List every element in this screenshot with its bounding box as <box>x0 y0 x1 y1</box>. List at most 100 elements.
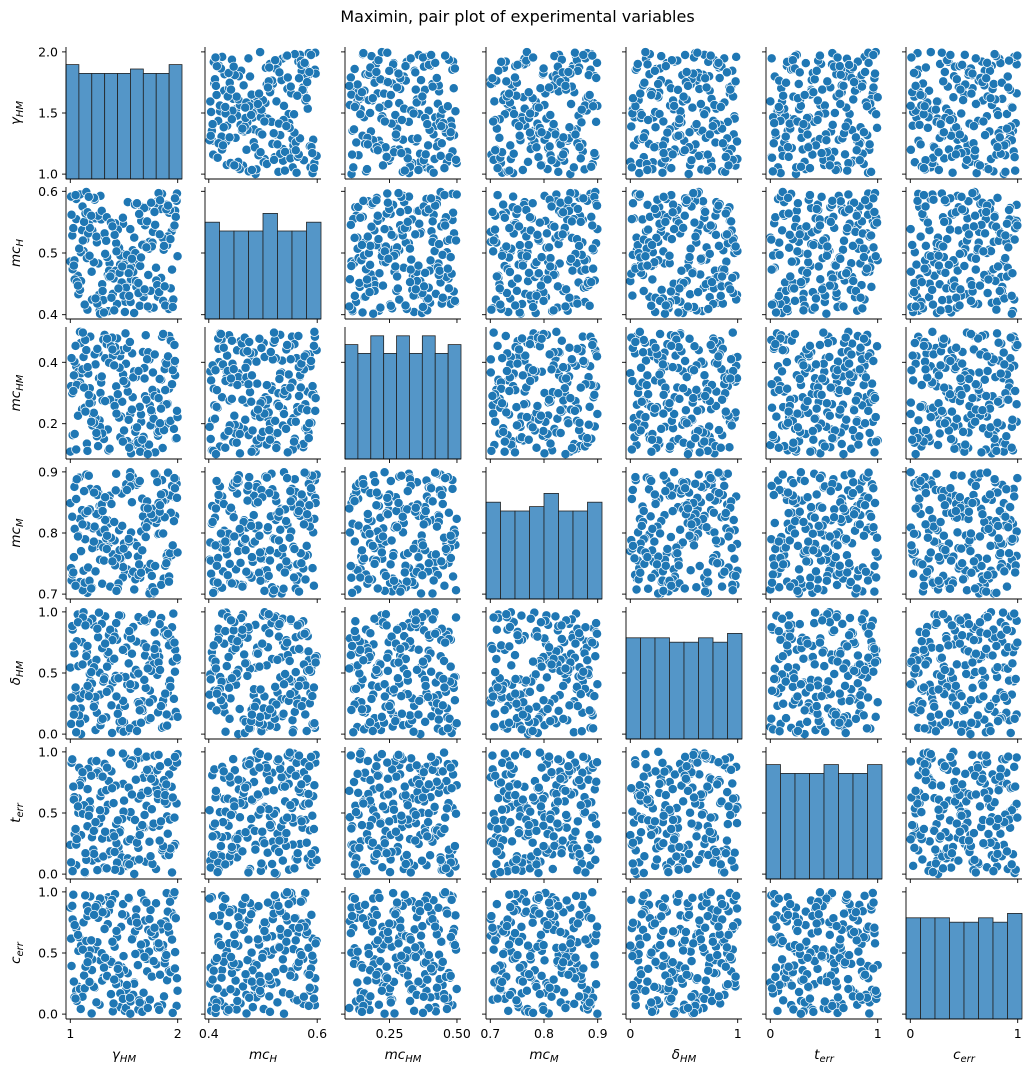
scatter-point <box>842 386 853 396</box>
scatter-point <box>646 300 657 311</box>
scatter-point <box>643 583 654 594</box>
scatter-point <box>643 389 654 400</box>
scatter-point <box>427 216 438 227</box>
scatter-point <box>259 585 270 596</box>
scatter-point <box>564 342 575 353</box>
scatter-point <box>832 52 843 63</box>
scatter-point <box>705 220 716 231</box>
scatter-point <box>133 366 144 376</box>
scatter-point <box>1001 484 1012 495</box>
scatter-point <box>492 190 503 201</box>
scatter-point <box>955 373 966 384</box>
scatter-point <box>169 340 180 350</box>
scatter-point <box>169 356 180 366</box>
scatter-point <box>344 301 355 312</box>
scatter-point <box>96 371 107 382</box>
scatter-point <box>976 447 987 458</box>
scatter-point <box>118 376 129 386</box>
scatter-point <box>91 428 102 438</box>
scatter-point <box>504 223 515 234</box>
scatter-point <box>512 358 523 369</box>
scatter-point <box>783 208 794 219</box>
scatter-point <box>993 337 1004 348</box>
scatter-point <box>638 347 649 358</box>
scatter-point <box>405 243 415 254</box>
scatter-point <box>371 195 382 206</box>
scatter-point <box>915 401 926 412</box>
scatter-point <box>274 506 285 517</box>
scatter-point <box>1009 152 1020 163</box>
scatter-point <box>576 117 587 128</box>
scatter-point <box>264 62 275 73</box>
scatter-point <box>268 128 279 139</box>
scatter-point <box>546 364 557 375</box>
scatter-point <box>414 218 425 229</box>
panel-mc_HM-vs-delta_HM <box>622 326 743 463</box>
panel-mc_HM-vs-t_err <box>762 326 883 463</box>
scatter-point <box>259 116 270 127</box>
scatter-point <box>868 356 879 366</box>
scatter-point <box>1002 71 1013 82</box>
hist-bar <box>117 73 131 180</box>
scatter-point <box>532 401 543 411</box>
scatter-point <box>224 558 235 569</box>
scatter-point <box>656 423 667 434</box>
scatter-point <box>523 434 534 445</box>
scatter-point <box>134 476 145 487</box>
scatter-point <box>832 540 843 551</box>
scatter-point <box>905 224 916 235</box>
scatter-point <box>1006 308 1017 319</box>
scatter-point <box>222 570 233 581</box>
scatter-point <box>109 305 120 316</box>
scatter-point <box>643 115 654 125</box>
scatter-point <box>536 127 547 138</box>
scatter-point <box>408 108 419 119</box>
scatter-point <box>514 240 525 251</box>
scatter-point <box>99 555 109 566</box>
scatter-point <box>945 356 956 366</box>
scatter-point <box>685 565 696 576</box>
scatter-point <box>440 220 451 231</box>
scatter-point <box>238 80 249 91</box>
scatter-point <box>289 572 299 583</box>
scatter-point <box>835 404 846 415</box>
scatter-point <box>113 283 124 294</box>
scatter-point <box>970 145 981 156</box>
scatter-point <box>683 301 693 312</box>
scatter-point <box>574 417 585 428</box>
panel-mc_H-vs-c_err <box>902 187 1023 323</box>
scatter-point <box>945 115 955 125</box>
scatter-point <box>228 61 239 72</box>
scatter-point <box>569 405 580 416</box>
scatter-point <box>528 52 539 63</box>
scatter-point <box>664 250 675 261</box>
scatter-point <box>172 251 183 262</box>
scatter-point <box>279 409 289 419</box>
scatter-point <box>226 373 236 384</box>
scatter-point <box>382 47 393 58</box>
scatter-point <box>823 338 833 348</box>
scatter-point <box>664 398 675 409</box>
scatter-point <box>210 449 221 460</box>
scatter-point <box>392 271 403 282</box>
scatter-point <box>789 528 800 539</box>
panel-mc_H-vs-mc_M <box>482 187 603 323</box>
scatter-point <box>699 370 710 381</box>
scatter-point <box>588 263 599 274</box>
scatter-point <box>704 492 715 503</box>
scatter-point <box>591 73 602 83</box>
scatter-point <box>134 559 145 570</box>
scatter-point <box>77 235 88 246</box>
scatter-point <box>851 583 862 594</box>
scatter-point <box>970 53 981 64</box>
scatter-point <box>704 129 715 140</box>
scatter-point <box>700 586 711 597</box>
scatter-point <box>167 264 177 275</box>
scatter-point <box>927 326 938 337</box>
scatter-point <box>66 353 77 364</box>
scatter-point <box>514 121 524 132</box>
scatter-point <box>956 108 967 119</box>
scatter-point <box>308 580 319 591</box>
scatter-point <box>870 498 880 508</box>
scatter-point <box>838 503 849 514</box>
